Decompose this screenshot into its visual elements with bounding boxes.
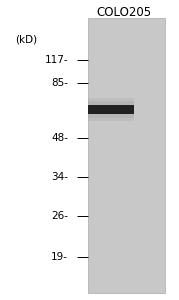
- Text: 48-: 48-: [51, 133, 68, 143]
- Bar: [88, 18, 165, 292]
- Text: 85-: 85-: [51, 77, 68, 88]
- Text: 34-: 34-: [51, 172, 68, 182]
- Bar: [88, 105, 134, 114]
- Bar: [88, 118, 134, 121]
- Text: 19-: 19-: [51, 251, 68, 262]
- Text: 26-: 26-: [51, 211, 68, 221]
- Bar: [88, 98, 134, 101]
- Text: COLO205: COLO205: [96, 5, 151, 19]
- Bar: [88, 101, 134, 104]
- Text: (kD): (kD): [15, 34, 37, 44]
- Bar: [88, 114, 134, 118]
- Text: 117-: 117-: [44, 55, 68, 65]
